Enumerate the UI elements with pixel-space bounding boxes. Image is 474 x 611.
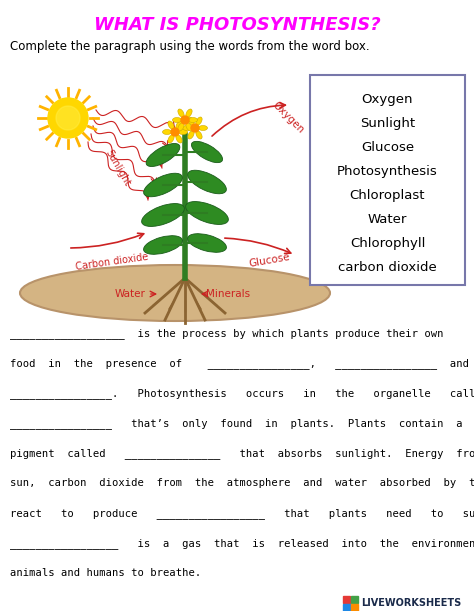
Ellipse shape xyxy=(196,131,202,139)
Text: __________________  is the process by which plants produce their own: __________________ is the process by whi… xyxy=(10,328,444,339)
Ellipse shape xyxy=(188,131,194,139)
Ellipse shape xyxy=(186,202,228,224)
Ellipse shape xyxy=(189,117,198,122)
Text: carbon dioxide: carbon dioxide xyxy=(338,261,437,274)
Text: Minerals: Minerals xyxy=(206,289,250,299)
Ellipse shape xyxy=(178,109,184,117)
Ellipse shape xyxy=(188,170,227,194)
Ellipse shape xyxy=(191,141,223,163)
Text: Chlorophyll: Chlorophyll xyxy=(350,237,425,250)
Ellipse shape xyxy=(144,236,182,254)
Text: Oxygen: Oxygen xyxy=(362,93,413,106)
Ellipse shape xyxy=(178,123,184,131)
Circle shape xyxy=(191,124,199,132)
Ellipse shape xyxy=(168,121,174,129)
Text: Glucose: Glucose xyxy=(361,141,414,154)
Ellipse shape xyxy=(188,233,227,252)
Bar xyxy=(351,604,358,611)
Text: _________________   is  a  gas  that  is  released  into  the  environment  for: _________________ is a gas that is relea… xyxy=(10,538,474,549)
FancyBboxPatch shape xyxy=(310,75,465,285)
Ellipse shape xyxy=(173,117,182,122)
Circle shape xyxy=(181,116,189,124)
Text: animals and humans to breathe.: animals and humans to breathe. xyxy=(10,568,201,578)
Text: Glucose: Glucose xyxy=(248,252,291,269)
Text: Sunlight: Sunlight xyxy=(104,148,132,188)
Ellipse shape xyxy=(144,174,182,197)
Ellipse shape xyxy=(186,123,192,131)
Bar xyxy=(343,596,350,603)
Text: sun,  carbon  dioxide  from  the  atmosphere  and  water  absorbed  by  the  roo: sun, carbon dioxide from the atmosphere … xyxy=(10,478,474,488)
Ellipse shape xyxy=(163,130,172,134)
Circle shape xyxy=(171,128,179,136)
Text: Photosynthesis: Photosynthesis xyxy=(337,165,438,178)
Ellipse shape xyxy=(199,125,208,131)
Text: LIVEWORKSHEETS: LIVEWORKSHEETS xyxy=(361,598,461,608)
Text: Complete the paragraph using the words from the word box.: Complete the paragraph using the words f… xyxy=(10,40,370,53)
Text: react   to   produce   _________________   that   plants   need   to   survive.: react to produce _________________ that … xyxy=(10,508,474,519)
Ellipse shape xyxy=(168,135,174,143)
Circle shape xyxy=(56,106,80,130)
Text: pigment  called   _______________   that  absorbs  sunlight.  Energy  from  the: pigment called _______________ that abso… xyxy=(10,448,474,459)
Ellipse shape xyxy=(142,203,184,227)
Text: Chloroplast: Chloroplast xyxy=(350,189,425,202)
Ellipse shape xyxy=(186,109,192,117)
Text: WHAT IS PHOTOSYNTHESIS?: WHAT IS PHOTOSYNTHESIS? xyxy=(94,16,380,34)
Ellipse shape xyxy=(176,135,182,143)
Text: Oxygen: Oxygen xyxy=(270,100,305,136)
Text: Water: Water xyxy=(115,289,146,299)
Ellipse shape xyxy=(196,117,202,125)
Circle shape xyxy=(48,98,88,138)
Ellipse shape xyxy=(188,117,194,125)
Text: Water: Water xyxy=(368,213,407,226)
Ellipse shape xyxy=(20,265,330,321)
Ellipse shape xyxy=(146,144,180,167)
Ellipse shape xyxy=(176,121,182,129)
Ellipse shape xyxy=(179,130,188,134)
Text: Carbon dioxide: Carbon dioxide xyxy=(75,252,149,272)
Text: ________________.   Photosynthesis   occurs   in   the   organelle   called: ________________. Photosynthesis occurs … xyxy=(10,388,474,399)
Bar xyxy=(351,596,358,603)
Text: Sunlight: Sunlight xyxy=(360,117,415,130)
Ellipse shape xyxy=(182,125,191,131)
Text: ________________   that’s  only  found  in  plants.  Plants  contain  a  green: ________________ that’s only found in pl… xyxy=(10,418,474,429)
Bar xyxy=(343,604,350,611)
Text: food  in  the  presence  of    ________________,   ________________  and: food in the presence of ________________… xyxy=(10,358,469,369)
